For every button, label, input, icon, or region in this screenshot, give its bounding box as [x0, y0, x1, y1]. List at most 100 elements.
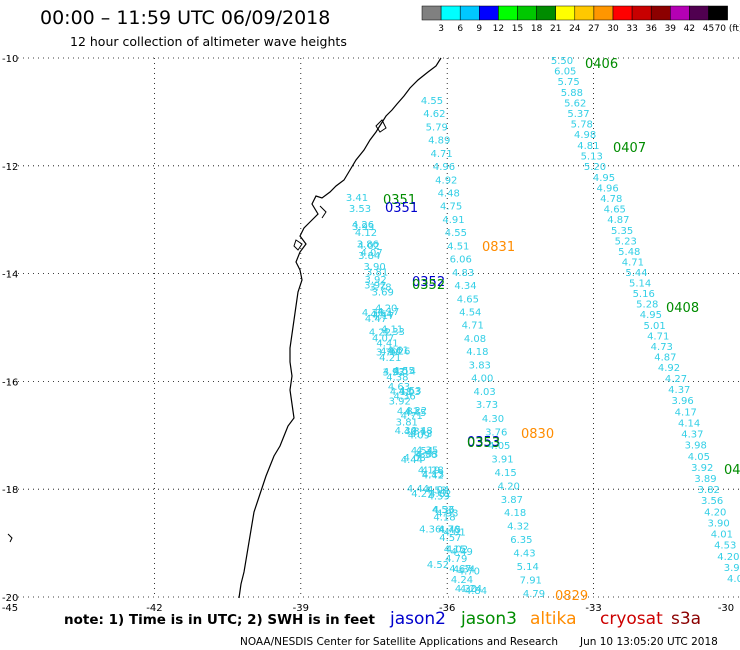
swh-value: 4.44: [407, 484, 429, 495]
swh-value: 4.26: [388, 347, 410, 358]
swh-value: 4.71: [462, 321, 484, 332]
track-jason3-0352: 4.12 4.07 3.81 3.69 4.17 4.33 4.26 4.14 4.53 4.22…: [355, 228, 477, 595]
swh-value: 4.96: [596, 184, 618, 195]
swh-value: 4.15: [494, 468, 516, 479]
swh-value: 4.09: [408, 431, 430, 442]
swh-value: 4.26: [352, 220, 374, 231]
pass-time-label: 0830: [521, 427, 554, 442]
swh-value: 4.30: [455, 584, 477, 595]
legend-cryosat: cryosat: [600, 609, 663, 629]
pass-time-label: 0406: [585, 57, 618, 72]
swh-value: 4.08: [403, 453, 425, 464]
swh-value: 3.92: [691, 463, 713, 474]
swh-value: 3.53: [349, 204, 371, 215]
color-swatch: [593, 5, 614, 21]
swh-value: 4.33: [383, 327, 405, 338]
island-fragment-2: [319, 205, 327, 219]
swh-value: 4.36: [393, 392, 415, 403]
swh-value: 4.02: [446, 545, 468, 556]
color-swatch: [421, 5, 442, 21]
swh-value: 4.92: [658, 363, 680, 374]
swh-value: 5.28: [636, 300, 658, 311]
swh-value: 4.05: [488, 441, 510, 452]
swh-value: 3.73: [476, 400, 498, 411]
swh-value: 4.83: [416, 450, 438, 461]
color-swatch: [498, 5, 518, 21]
island-fragment-4: [7, 533, 13, 543]
swh-value: 4.89: [428, 136, 450, 147]
swh-value: 4.78: [600, 194, 622, 205]
legend-jason3: jason3: [460, 609, 517, 629]
altimeter-tracks: 3.41 3.93 3.84 3.92 4.54 4.41 3.93 3.92 4.30 4.44…: [346, 56, 740, 604]
pass-time-label: 0353: [467, 435, 500, 450]
swh-value: 3.92: [389, 397, 411, 408]
latitude-label: -12: [2, 162, 18, 173]
swh-value: 5.14: [629, 279, 651, 290]
color-swatch: [612, 5, 633, 21]
swh-value: 4.95: [593, 173, 615, 184]
color-scale-label: 6: [457, 24, 463, 34]
swh-value: 4.53: [432, 505, 454, 516]
longitude-label: -42: [146, 603, 162, 614]
swh-value: 4.34: [453, 564, 475, 575]
swh-value: 4.03: [398, 387, 420, 398]
swh-value: 4.27: [665, 374, 687, 385]
swh-value: 4.02: [358, 241, 380, 252]
pass-time-label: 0352: [412, 278, 445, 293]
swh-value: 4.0: [727, 574, 740, 585]
latitude-label: -20: [2, 593, 18, 604]
swh-value: 4.13: [422, 469, 444, 480]
swh-value: 4.18: [433, 512, 455, 523]
swh-value: 4.27: [411, 489, 433, 500]
color-swatch: [631, 5, 652, 21]
color-swatch: [670, 5, 690, 21]
swh-value: 3.86: [357, 240, 379, 251]
swh-value: 7.91: [520, 576, 542, 587]
swh-value: 3.79: [376, 347, 398, 358]
swh-value: 4.41: [376, 339, 398, 350]
swh-value: 4.75: [440, 202, 462, 213]
swh-value: 3.56: [701, 496, 723, 507]
swh-value: 4.08: [464, 334, 486, 345]
swh-value: 4.65: [604, 205, 626, 216]
swh-value: 4.17: [377, 307, 399, 318]
swh-value: 5.16: [633, 289, 655, 300]
swh-value: 4.82: [429, 489, 451, 500]
color-scale-label: 36: [645, 24, 657, 34]
swh-value: 4.95: [640, 310, 662, 321]
color-swatch: [459, 5, 480, 21]
swh-value: 4.22: [369, 328, 391, 339]
swh-value: 4.44: [401, 455, 423, 466]
swh-value: 4.30: [482, 414, 504, 425]
satellite-legend: jason2 jason3 altika cryosat s3a: [389, 609, 701, 629]
swh-value: 4.36: [419, 524, 441, 535]
color-scale-label: 15: [512, 24, 523, 34]
track-jason2-0353: 4.36 4.22 3.79 4.27 4.18 4.81 4.31 4.54 4.19 4.53…: [362, 308, 500, 595]
color-scale: 3 6 9 12 15 18 21 24 27 30 33 36 39 42 45 70 (ft): [421, 5, 740, 34]
swh-value: 4.37: [681, 430, 703, 441]
swh-value: 5.44: [625, 268, 647, 279]
pass-time-label: 04: [724, 463, 740, 478]
swh-value: 5.88: [561, 88, 583, 99]
swh-value: 5.75: [557, 77, 579, 88]
pass-time-label: 0352: [412, 275, 445, 290]
coastline: [238, 57, 442, 599]
swh-value: 5.78: [571, 120, 593, 131]
swh-value: 4.49: [451, 547, 473, 558]
swh-value: 3.98: [685, 441, 707, 452]
swh-value: 4.83: [452, 268, 474, 279]
swh-value: 4.93: [436, 508, 458, 519]
swh-value: 4.84: [465, 586, 487, 597]
swh-value: 4.55: [445, 228, 467, 239]
swh-value: 4.36: [433, 505, 455, 516]
swh-value: 4.35: [416, 446, 438, 457]
color-scale-label: 3: [438, 24, 444, 34]
swh-value: 4.17: [675, 407, 697, 418]
swh-value: 4.73: [410, 429, 432, 440]
swh-value: 4.18: [466, 347, 488, 358]
swh-value: 4.53: [425, 485, 447, 496]
swh-value: 3.9: [724, 563, 740, 574]
longitude-label: -39: [293, 603, 309, 614]
